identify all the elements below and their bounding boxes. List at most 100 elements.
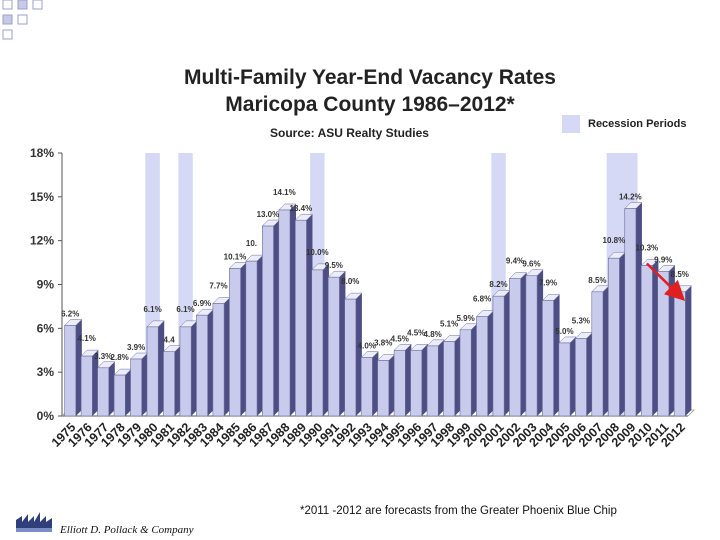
bar-1984-side	[224, 297, 231, 416]
data-label-1991: 9.5%	[325, 261, 343, 270]
data-label-1994: 3.8%	[374, 338, 392, 347]
data-label-1983: 6.9%	[193, 299, 211, 308]
bar-2004-side	[553, 294, 560, 416]
data-label-1995: 4.5%	[391, 334, 409, 343]
data-label-1985: 10.1%	[224, 252, 247, 261]
bar-1986-side	[257, 255, 264, 416]
bar-2002-side	[520, 272, 527, 416]
bar-2004	[542, 300, 554, 417]
data-label-1976: 4.1%	[78, 334, 96, 343]
bar-1982	[179, 326, 192, 417]
bar-1995-side	[405, 344, 412, 416]
bar-2011-side	[668, 265, 675, 416]
bar-1999-side	[471, 323, 478, 416]
data-label-1980: 6.1%	[143, 305, 161, 314]
bar-1985-side	[240, 262, 247, 416]
bar-1975-side	[75, 319, 82, 416]
bar-1986	[245, 260, 258, 417]
bar-1977-side	[108, 361, 115, 416]
data-label-1986: 10.	[246, 239, 257, 248]
forecast-footnote: *2011 -2012 are forecasts from the Great…	[300, 505, 617, 517]
bar-1987	[262, 225, 274, 417]
bar-1993-side	[372, 351, 379, 416]
bar-chart: 0% 3% 6% 9% 12% 15% 18% 6.2% 4.1% 3.3%2.8%3.9% 6.1…	[30, 146, 695, 450]
data-label-1979: 3.9%	[127, 343, 145, 352]
bar-2008	[607, 257, 620, 417]
bar-1992-side	[355, 293, 362, 416]
bar-2011	[657, 271, 670, 417]
data-label-1989: 13.4%	[290, 204, 313, 213]
bar-2003-side	[537, 269, 544, 416]
data-label-1982: 6.1%	[176, 305, 194, 314]
bar-2007	[591, 291, 604, 417]
bar-1993	[360, 357, 373, 417]
bar-2006-side	[586, 332, 593, 416]
company-name: Elliott D. Pollack & Company	[60, 524, 194, 536]
data-label-2010: 10.3%	[635, 244, 658, 253]
data-label-2004: 7.9%	[539, 279, 557, 288]
bar-1991	[327, 276, 340, 417]
y-tick-label: 9%	[37, 278, 55, 292]
bar-1998-side	[454, 335, 461, 416]
bar-2008-side	[619, 252, 626, 416]
bar-1981	[163, 351, 175, 417]
bar-1990	[311, 269, 324, 417]
data-label-1978: 2.8%	[111, 353, 129, 362]
bar-1991-side	[339, 271, 346, 416]
bar-1988-side	[289, 203, 296, 416]
bar-1981-side	[174, 345, 181, 416]
data-label-1999: 5.9%	[456, 314, 474, 323]
chart-source: Source: ASU Realty Studies	[270, 126, 429, 140]
y-tick-label: 6%	[37, 321, 55, 335]
data-label-1988: 14.1%	[273, 188, 296, 197]
bar-1988	[278, 209, 291, 417]
bar-1999	[459, 329, 472, 417]
bar-1976-side	[92, 350, 99, 416]
chart-title-line2: Maricopa County 1986–2012*	[225, 93, 515, 116]
bar-2010-side	[652, 259, 659, 416]
bar-2006	[575, 338, 587, 417]
corner-decoration	[2, 0, 43, 40]
bar-2012	[673, 291, 686, 417]
bar-1998	[443, 341, 456, 417]
bar-1983	[196, 314, 208, 417]
bar-1975	[64, 325, 77, 417]
data-label-2012: 8.5%	[671, 270, 689, 279]
bar-1978-side	[125, 369, 132, 416]
y-tick-label: 0%	[37, 409, 55, 423]
bar-2007-side	[602, 285, 609, 416]
bar-1979	[130, 358, 143, 417]
bar-2005	[558, 342, 571, 417]
data-label-1998: 5.1%	[440, 319, 458, 328]
bar-2009	[624, 208, 637, 417]
bar-1980-side	[158, 320, 165, 416]
legend-recession-swatch	[562, 115, 580, 133]
y-tick-label: 3%	[37, 365, 55, 379]
y-tick-label: 15%	[30, 190, 54, 204]
legend-recession-label: Recession Periods	[588, 118, 687, 130]
bar-1977	[97, 367, 110, 417]
bar-2000	[476, 316, 488, 417]
data-label-1977: 3.3%	[94, 352, 112, 361]
bar-2012-side	[685, 285, 692, 416]
data-label-1997: 4.8%	[424, 330, 442, 339]
data-label-1987: 13.0%	[257, 210, 280, 219]
bar-1992	[344, 298, 357, 417]
y-tick-label: 18%	[30, 146, 54, 160]
bar-1996-side	[421, 344, 428, 416]
bar-1989-side	[306, 214, 313, 416]
bar-1997-side	[438, 339, 445, 416]
bar-1989	[294, 219, 307, 417]
data-label-2003: 9.6%	[522, 260, 540, 269]
data-label-2007: 8.5%	[588, 276, 606, 285]
bar-2001-side	[504, 290, 511, 416]
data-label-2000: 6.8%	[473, 295, 491, 304]
data-label-2006: 5.3%	[572, 317, 590, 326]
bar-2009-side	[635, 202, 642, 416]
bar-1990-side	[322, 263, 329, 416]
bar-1978	[113, 374, 126, 417]
data-label-2002: 9.4%	[506, 257, 524, 266]
bar-1995	[393, 349, 406, 417]
bar-1979-side	[141, 353, 148, 416]
bar-1994-side	[388, 354, 395, 416]
